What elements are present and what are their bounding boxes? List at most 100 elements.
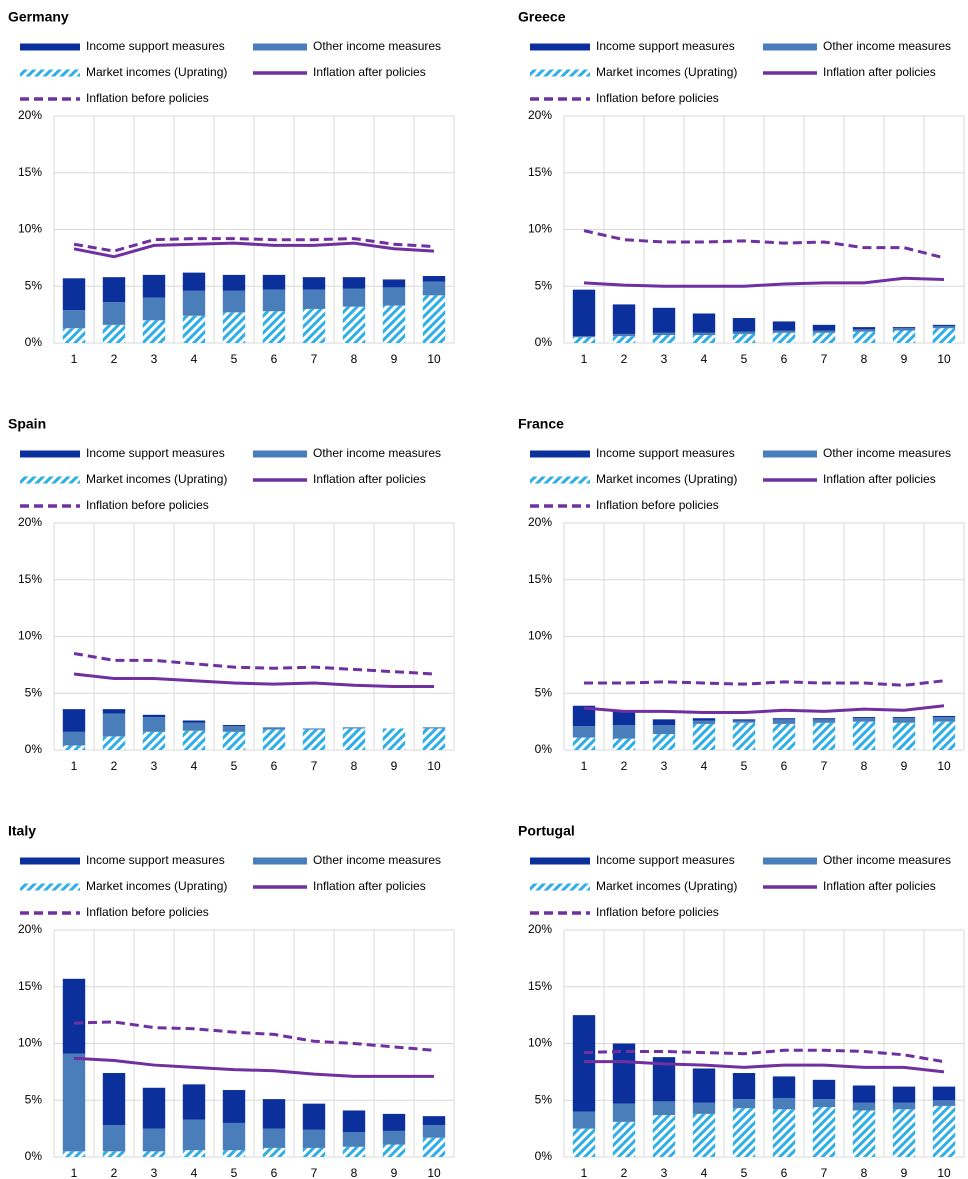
bar (612, 738, 636, 750)
x-tick-label: 4 (701, 759, 708, 773)
bar (102, 1151, 126, 1157)
bar (812, 1107, 836, 1157)
bar (732, 331, 756, 334)
legend-label: Income support measures (86, 39, 225, 53)
x-tick-label: 7 (311, 1166, 318, 1179)
legend-label: Inflation after policies (313, 879, 426, 893)
bar (732, 720, 756, 723)
bar (772, 332, 796, 343)
chart-panel: Italy Income support measures Other income… (8, 823, 455, 1179)
y-tick-label: 20% (528, 515, 552, 529)
bar (182, 1150, 206, 1157)
bar (142, 297, 166, 321)
legend-label: Inflation before policies (86, 91, 209, 105)
bar (572, 1111, 596, 1129)
bar (222, 290, 246, 313)
bar (382, 279, 406, 288)
chart-panel: France Income support measures Other incom… (518, 416, 965, 773)
bar (892, 1086, 916, 1103)
bar (892, 718, 916, 723)
bar (732, 1073, 756, 1100)
bar (262, 289, 286, 312)
bar (852, 327, 876, 330)
legend-label: Income support measures (596, 39, 735, 53)
bar (692, 723, 716, 750)
chart-panel: Spain Income support measures Other income… (8, 416, 455, 773)
x-tick-label: 10 (427, 1166, 441, 1179)
bar (812, 722, 836, 750)
bar (142, 1087, 166, 1129)
legend-swatch (20, 476, 80, 484)
bar (692, 313, 716, 333)
chart-title: Spain (8, 416, 46, 432)
x-tick-label: 7 (311, 759, 318, 773)
legend-swatch (763, 450, 817, 458)
x-tick-label: 2 (621, 759, 628, 773)
bar (652, 332, 676, 336)
legend-label: Income support measures (86, 853, 225, 867)
bar (732, 722, 756, 750)
y-tick-label: 0% (25, 335, 43, 349)
x-tick-label: 1 (71, 759, 78, 773)
legend-label: Market incomes (Uprating) (596, 879, 737, 893)
bar (422, 1137, 446, 1157)
bar (382, 287, 406, 306)
bar (652, 335, 676, 343)
legend-swatch (253, 450, 307, 458)
x-tick-label: 9 (391, 352, 398, 366)
bar (692, 1102, 716, 1114)
legend-label: Income support measures (596, 446, 735, 460)
bar (652, 719, 676, 726)
bar (732, 318, 756, 332)
legend-label: Inflation after policies (823, 879, 936, 893)
x-tick-label: 8 (861, 352, 868, 366)
bar (572, 289, 596, 337)
y-tick-label: 20% (18, 922, 42, 936)
chart-panel: Greece Income support measures Other incom… (518, 9, 965, 366)
bar (302, 729, 326, 750)
bar (382, 1144, 406, 1157)
legend-swatch (20, 883, 80, 891)
x-tick-label: 6 (271, 759, 278, 773)
y-tick-label: 15% (528, 572, 552, 586)
y-tick-label: 5% (535, 278, 553, 292)
x-tick-label: 8 (351, 352, 358, 366)
bar (932, 325, 956, 329)
bar (932, 721, 956, 750)
bar (652, 725, 676, 735)
legend-swatch (763, 43, 817, 51)
bar (262, 1147, 286, 1157)
y-tick-label: 20% (18, 515, 42, 529)
legend-swatch (530, 476, 590, 484)
y-tick-label: 5% (25, 278, 43, 292)
x-tick-label: 6 (271, 352, 278, 366)
bar (62, 978, 86, 1054)
bar (182, 290, 206, 316)
bar (102, 1073, 126, 1126)
x-tick-label: 3 (661, 1166, 668, 1179)
bar (342, 288, 366, 307)
bar (262, 311, 286, 343)
x-tick-label: 2 (621, 352, 628, 366)
x-tick-label: 10 (937, 759, 951, 773)
bar (772, 1097, 796, 1110)
legend-label: Market incomes (Uprating) (86, 879, 227, 893)
bar (612, 711, 636, 726)
bar (422, 1116, 446, 1126)
y-tick-label: 5% (535, 1092, 553, 1106)
bar (342, 1146, 366, 1157)
bar (932, 328, 956, 343)
x-tick-label: 4 (701, 1166, 708, 1179)
bar (342, 728, 366, 750)
bar (692, 1113, 716, 1157)
chart-title: France (518, 416, 564, 432)
x-tick-label: 1 (71, 1166, 78, 1179)
bar (62, 328, 86, 343)
bar (852, 1102, 876, 1111)
bar (142, 274, 166, 298)
legend-label: Inflation before policies (596, 905, 719, 919)
legend-swatch (253, 43, 307, 51)
y-tick-label: 10% (18, 1036, 42, 1050)
bar (892, 717, 916, 719)
